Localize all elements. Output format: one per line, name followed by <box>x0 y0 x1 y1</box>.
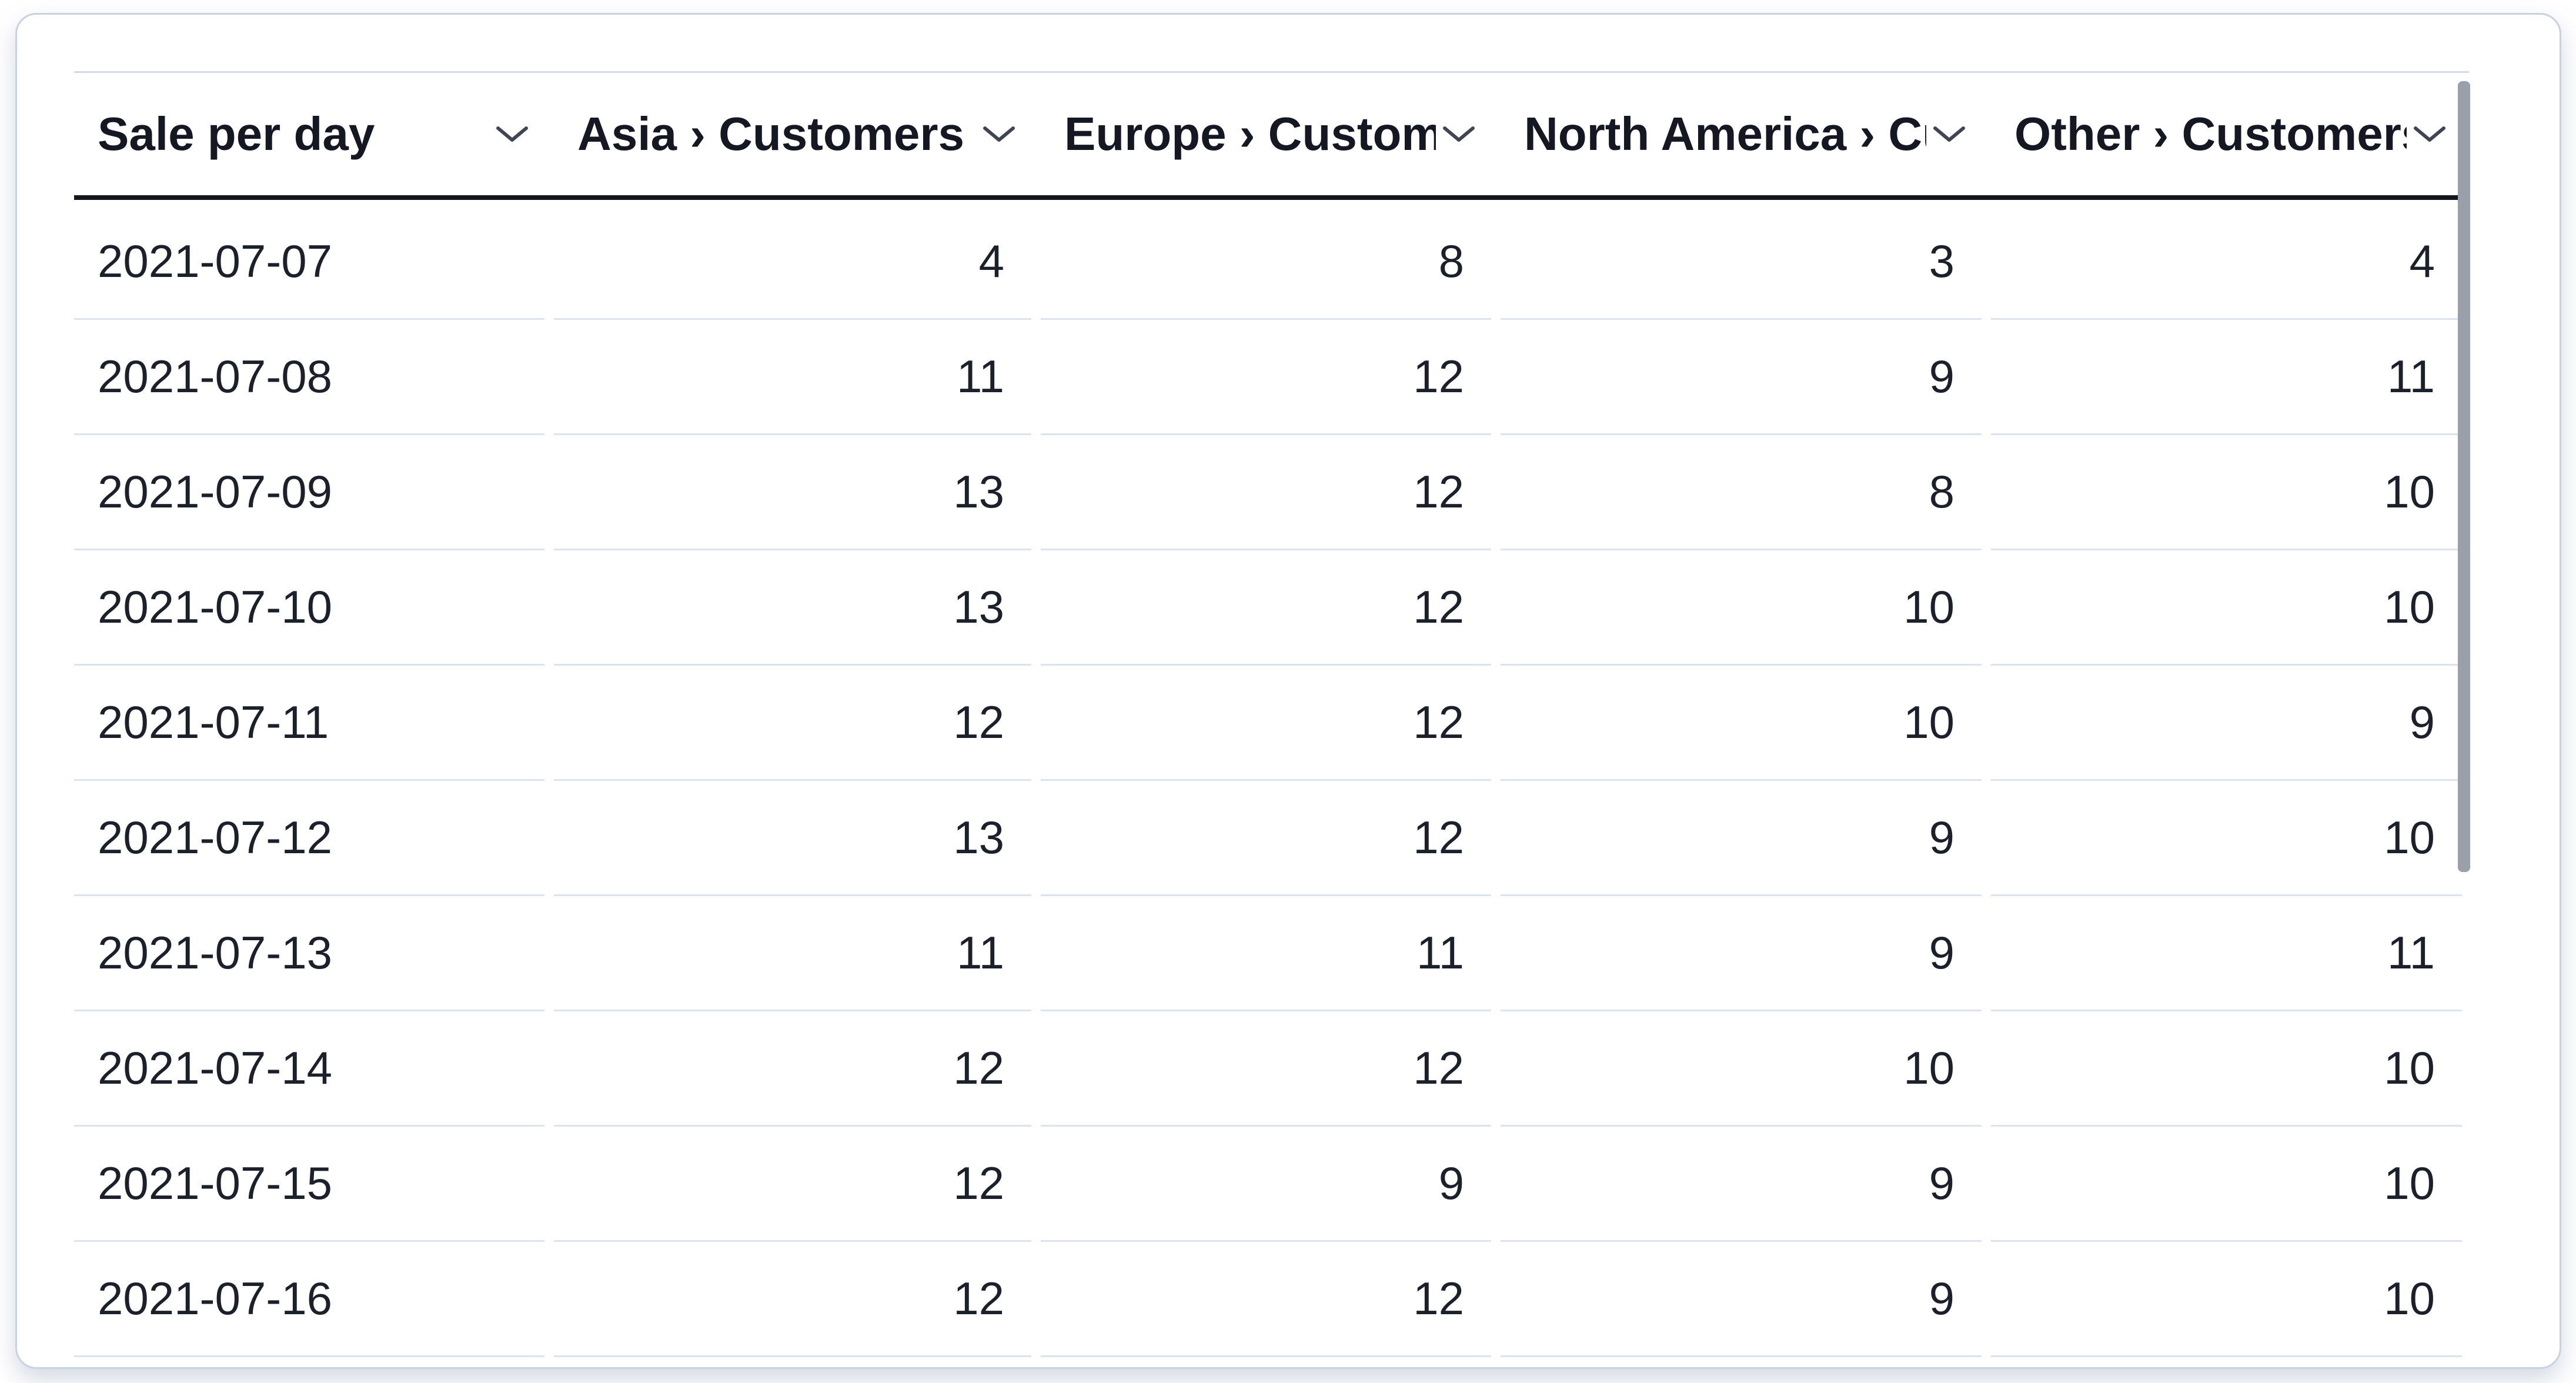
value-cell: 4 <box>554 205 1031 320</box>
chevron-down-icon[interactable] <box>982 124 1016 144</box>
table-row: 2021-07-11 12 12 10 9 <box>74 666 2469 781</box>
value-cell: 12 <box>554 666 1031 781</box>
table-header-row: Sale per day Asia › Customers Europe › Cus… <box>74 73 2469 195</box>
value-cell: 12 <box>1041 320 1491 435</box>
value-cell: 12 <box>1041 1242 1491 1357</box>
date-cell: 2021-07-11 <box>74 666 544 781</box>
value-cell: 3 <box>1501 205 1982 320</box>
date-cell: 2021-07-09 <box>74 435 544 550</box>
chevron-down-icon[interactable] <box>1932 124 1966 144</box>
date-cell: 2021-07-12 <box>74 781 544 896</box>
column-header-4[interactable]: Other › Customers <box>1991 73 2462 195</box>
value-cell: 10 <box>1501 1011 1982 1127</box>
value-cell: 9 <box>1991 666 2462 781</box>
table-row: 2021-07-09 13 12 8 10 <box>74 435 2469 550</box>
value-cell: 10 <box>1991 1242 2462 1357</box>
date-cell: 2021-07-16 <box>74 1242 544 1357</box>
value-cell: 12 <box>1041 1011 1491 1127</box>
table-body: 2021-07-07 4 8 3 4 2021-07-08 11 12 9 11 2021-07-0… <box>74 205 2469 1357</box>
column-header-2[interactable]: Europe › Customers <box>1041 73 1491 195</box>
value-cell: 11 <box>554 320 1031 435</box>
value-cell: 12 <box>1041 666 1491 781</box>
value-cell: 12 <box>1041 550 1491 666</box>
value-cell: 9 <box>1501 1242 1982 1357</box>
table-row: 2021-07-12 13 12 9 10 <box>74 781 2469 896</box>
value-cell: 11 <box>554 896 1031 1011</box>
date-cell: 2021-07-15 <box>74 1127 544 1242</box>
value-cell: 10 <box>1991 435 2462 550</box>
value-cell: 8 <box>1501 435 1982 550</box>
chevron-down-icon[interactable] <box>2413 124 2447 144</box>
value-cell: 12 <box>554 1127 1031 1242</box>
date-cell: 2021-07-14 <box>74 1011 544 1127</box>
column-header-label: Sale per day <box>98 108 375 160</box>
value-cell: 8 <box>1041 205 1491 320</box>
column-header-label: Asia › Customers <box>577 108 964 160</box>
value-cell: 13 <box>554 435 1031 550</box>
value-cell: 10 <box>1501 550 1982 666</box>
value-cell: 9 <box>1501 896 1982 1011</box>
column-header-1[interactable]: Asia › Customers <box>554 73 1031 195</box>
chevron-down-icon[interactable] <box>495 124 529 144</box>
table-row: 2021-07-15 12 9 9 10 <box>74 1127 2469 1242</box>
table-row: 2021-07-16 12 12 9 10 <box>74 1242 2469 1357</box>
column-header-label: Europe › Customers <box>1064 108 1436 160</box>
table-top-border <box>74 71 2469 73</box>
chevron-down-icon[interactable] <box>1442 124 1476 144</box>
value-cell: 9 <box>1041 1127 1491 1242</box>
value-cell: 10 <box>1991 550 2462 666</box>
table-row: 2021-07-07 4 8 3 4 <box>74 205 2469 320</box>
value-cell: 10 <box>1991 1011 2462 1127</box>
column-header-sale-per-day[interactable]: Sale per day <box>74 73 544 195</box>
value-cell: 13 <box>554 781 1031 896</box>
table-row: 2021-07-08 11 12 9 11 <box>74 320 2469 435</box>
value-cell: 12 <box>1041 435 1491 550</box>
value-cell: 12 <box>1041 781 1491 896</box>
date-cell: 2021-07-10 <box>74 550 544 666</box>
value-cell: 9 <box>1501 320 1982 435</box>
value-cell: 10 <box>1501 666 1982 781</box>
table-row: 2021-07-13 11 11 9 11 <box>74 896 2469 1011</box>
header-underline <box>74 195 2469 200</box>
column-header-3[interactable]: North America › Customers <box>1501 73 1982 195</box>
value-cell: 9 <box>1501 781 1982 896</box>
value-cell: 10 <box>1991 781 2462 896</box>
value-cell: 11 <box>1991 896 2462 1011</box>
vertical-scrollbar-thumb[interactable] <box>2458 81 2470 872</box>
value-cell: 12 <box>554 1242 1031 1357</box>
value-cell: 4 <box>1991 205 2462 320</box>
column-header-label: Other › Customers <box>2014 108 2407 160</box>
table-card: Sale per day Asia › Customers Europe › Cus… <box>15 13 2561 1369</box>
value-cell: 11 <box>1041 896 1491 1011</box>
table-row: 2021-07-14 12 12 10 10 <box>74 1011 2469 1127</box>
value-cell: 9 <box>1501 1127 1982 1242</box>
date-cell: 2021-07-08 <box>74 320 544 435</box>
date-cell: 2021-07-13 <box>74 896 544 1011</box>
value-cell: 10 <box>1991 1127 2462 1242</box>
table-row: 2021-07-10 13 12 10 10 <box>74 550 2469 666</box>
value-cell: 13 <box>554 550 1031 666</box>
date-cell: 2021-07-07 <box>74 205 544 320</box>
value-cell: 11 <box>1991 320 2462 435</box>
value-cell: 12 <box>554 1011 1031 1127</box>
column-header-label: North America › Customers <box>1524 108 1926 160</box>
